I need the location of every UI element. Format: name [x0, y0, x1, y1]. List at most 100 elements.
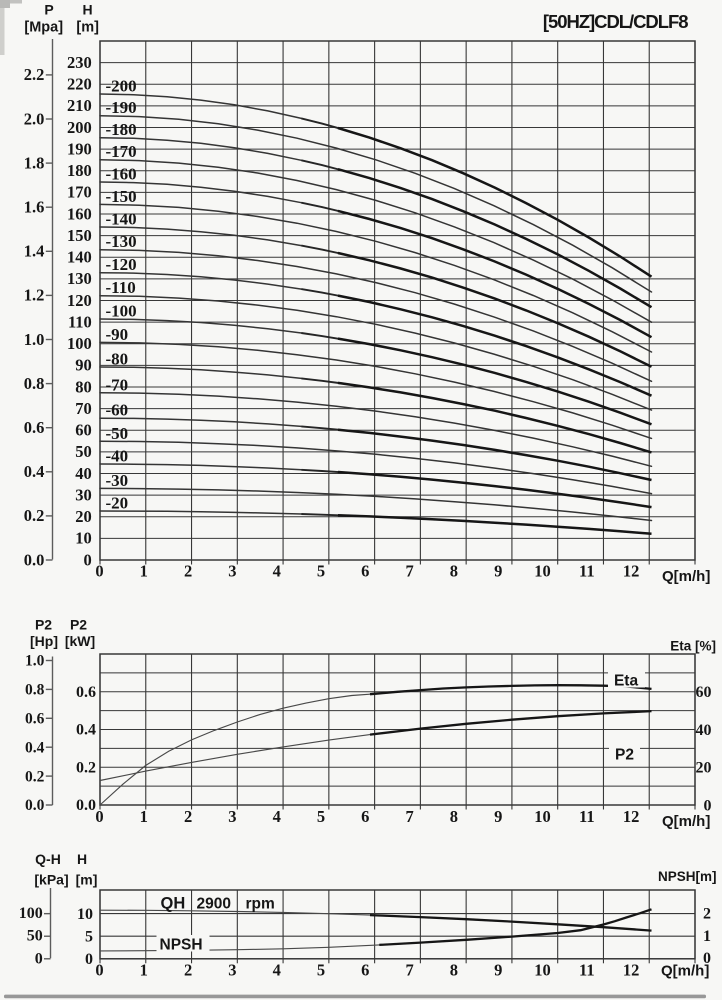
svg-text:2.2: 2.2 [24, 65, 45, 84]
svg-text:0: 0 [95, 562, 103, 581]
svg-text:Q[m/h]: Q[m/h] [661, 963, 709, 980]
svg-text:100: 100 [19, 905, 43, 922]
svg-text:-160: -160 [106, 165, 137, 184]
svg-text:11: 11 [579, 807, 595, 826]
svg-text:1.6: 1.6 [24, 198, 45, 217]
svg-text:Eta: Eta [614, 673, 639, 690]
svg-text:-80: -80 [106, 350, 129, 369]
svg-text:1: 1 [703, 928, 711, 945]
svg-text:10: 10 [534, 562, 551, 581]
svg-text:10: 10 [75, 529, 92, 548]
svg-text:0.8: 0.8 [24, 374, 45, 393]
svg-text:2900: 2900 [197, 896, 231, 913]
svg-text:-60: -60 [106, 401, 129, 420]
svg-text:P2: P2 [615, 747, 634, 764]
svg-text:40: 40 [696, 722, 712, 739]
svg-text:5: 5 [85, 928, 93, 945]
svg-text:4: 4 [273, 961, 281, 980]
svg-text:2: 2 [184, 961, 192, 980]
svg-text:220: 220 [67, 75, 92, 94]
svg-text:20: 20 [696, 760, 712, 777]
svg-text:0.6: 0.6 [76, 684, 96, 701]
svg-text:0.8: 0.8 [25, 682, 45, 699]
svg-text:1.0: 1.0 [24, 330, 45, 349]
svg-text:P2: P2 [70, 617, 87, 633]
svg-text:0: 0 [703, 950, 711, 967]
svg-text:2: 2 [184, 562, 192, 581]
svg-text:0: 0 [84, 550, 92, 569]
svg-text:-140: -140 [106, 210, 137, 229]
svg-text:-50: -50 [106, 424, 129, 443]
svg-text:10: 10 [534, 807, 551, 826]
svg-text:200: 200 [67, 118, 92, 137]
svg-text:0: 0 [95, 807, 103, 826]
svg-text:160: 160 [67, 204, 92, 223]
svg-text:90: 90 [75, 356, 92, 375]
svg-text:100: 100 [67, 334, 92, 353]
svg-text:1.2: 1.2 [24, 286, 45, 305]
svg-text:0.4: 0.4 [24, 462, 45, 481]
svg-text:210: 210 [67, 96, 92, 115]
svg-text:-150: -150 [106, 187, 137, 206]
svg-text:60: 60 [75, 421, 92, 440]
svg-text:0.2: 0.2 [24, 506, 45, 525]
svg-text:-190: -190 [106, 98, 137, 117]
svg-text:P2: P2 [35, 617, 52, 633]
svg-text:20: 20 [75, 507, 92, 526]
svg-text:130: 130 [67, 269, 92, 288]
svg-text:3: 3 [228, 961, 236, 980]
svg-text:Q[m/h]: Q[m/h] [662, 568, 710, 585]
svg-text:H: H [82, 2, 92, 18]
svg-text:-180: -180 [106, 120, 137, 139]
svg-text:9: 9 [494, 807, 502, 826]
svg-text:0.6: 0.6 [24, 418, 45, 437]
svg-text:4: 4 [273, 807, 281, 826]
svg-text:1.0: 1.0 [25, 653, 45, 670]
svg-text:rpm: rpm [246, 896, 275, 913]
svg-text:-70: -70 [106, 375, 129, 394]
svg-text:30: 30 [75, 485, 92, 504]
svg-text:0.4: 0.4 [76, 722, 96, 739]
svg-text:12: 12 [623, 961, 640, 980]
svg-text:12: 12 [623, 562, 640, 581]
svg-text:60: 60 [696, 684, 712, 701]
svg-text:11: 11 [579, 562, 595, 581]
svg-text:[50HZ]CDL/CDLF8: [50HZ]CDL/CDLF8 [543, 11, 688, 32]
svg-text:50: 50 [75, 442, 92, 461]
svg-text:9: 9 [494, 961, 502, 980]
svg-text:7: 7 [405, 807, 413, 826]
svg-text:Q-H: Q-H [35, 851, 61, 867]
svg-text:Q[m/h]: Q[m/h] [662, 813, 710, 830]
svg-text:0.4: 0.4 [25, 739, 45, 756]
svg-text:6: 6 [361, 562, 369, 581]
svg-text:NPSH[m]: NPSH[m] [658, 869, 717, 884]
svg-text:0.0: 0.0 [24, 550, 45, 569]
svg-text:2.0: 2.0 [24, 109, 45, 128]
svg-text:Eta [%]: Eta [%] [670, 639, 716, 654]
svg-text:140: 140 [67, 248, 92, 267]
svg-text:5: 5 [317, 807, 325, 826]
svg-text:-90: -90 [106, 325, 129, 344]
svg-text:1.4: 1.4 [24, 242, 45, 261]
svg-text:12: 12 [623, 807, 640, 826]
svg-text:7: 7 [405, 562, 413, 581]
svg-text:170: 170 [67, 183, 92, 202]
svg-text:9: 9 [494, 562, 502, 581]
svg-text:QH: QH [161, 895, 186, 913]
svg-text:0: 0 [95, 961, 103, 980]
svg-text:-40: -40 [106, 447, 129, 466]
svg-text:-20: -20 [106, 494, 129, 513]
svg-text:NPSH: NPSH [160, 937, 203, 954]
svg-text:-130: -130 [106, 232, 137, 251]
svg-text:40: 40 [75, 464, 92, 483]
svg-text:50: 50 [27, 928, 43, 945]
svg-text:0: 0 [35, 950, 43, 967]
svg-text:5: 5 [317, 961, 325, 980]
svg-text:-170: -170 [106, 142, 137, 161]
svg-text:230: 230 [67, 53, 92, 72]
svg-text:[Mpa]: [Mpa] [24, 20, 63, 36]
svg-text:6: 6 [361, 807, 369, 826]
svg-text:3: 3 [228, 562, 236, 581]
svg-text:120: 120 [67, 291, 92, 310]
svg-text:7: 7 [405, 961, 413, 980]
